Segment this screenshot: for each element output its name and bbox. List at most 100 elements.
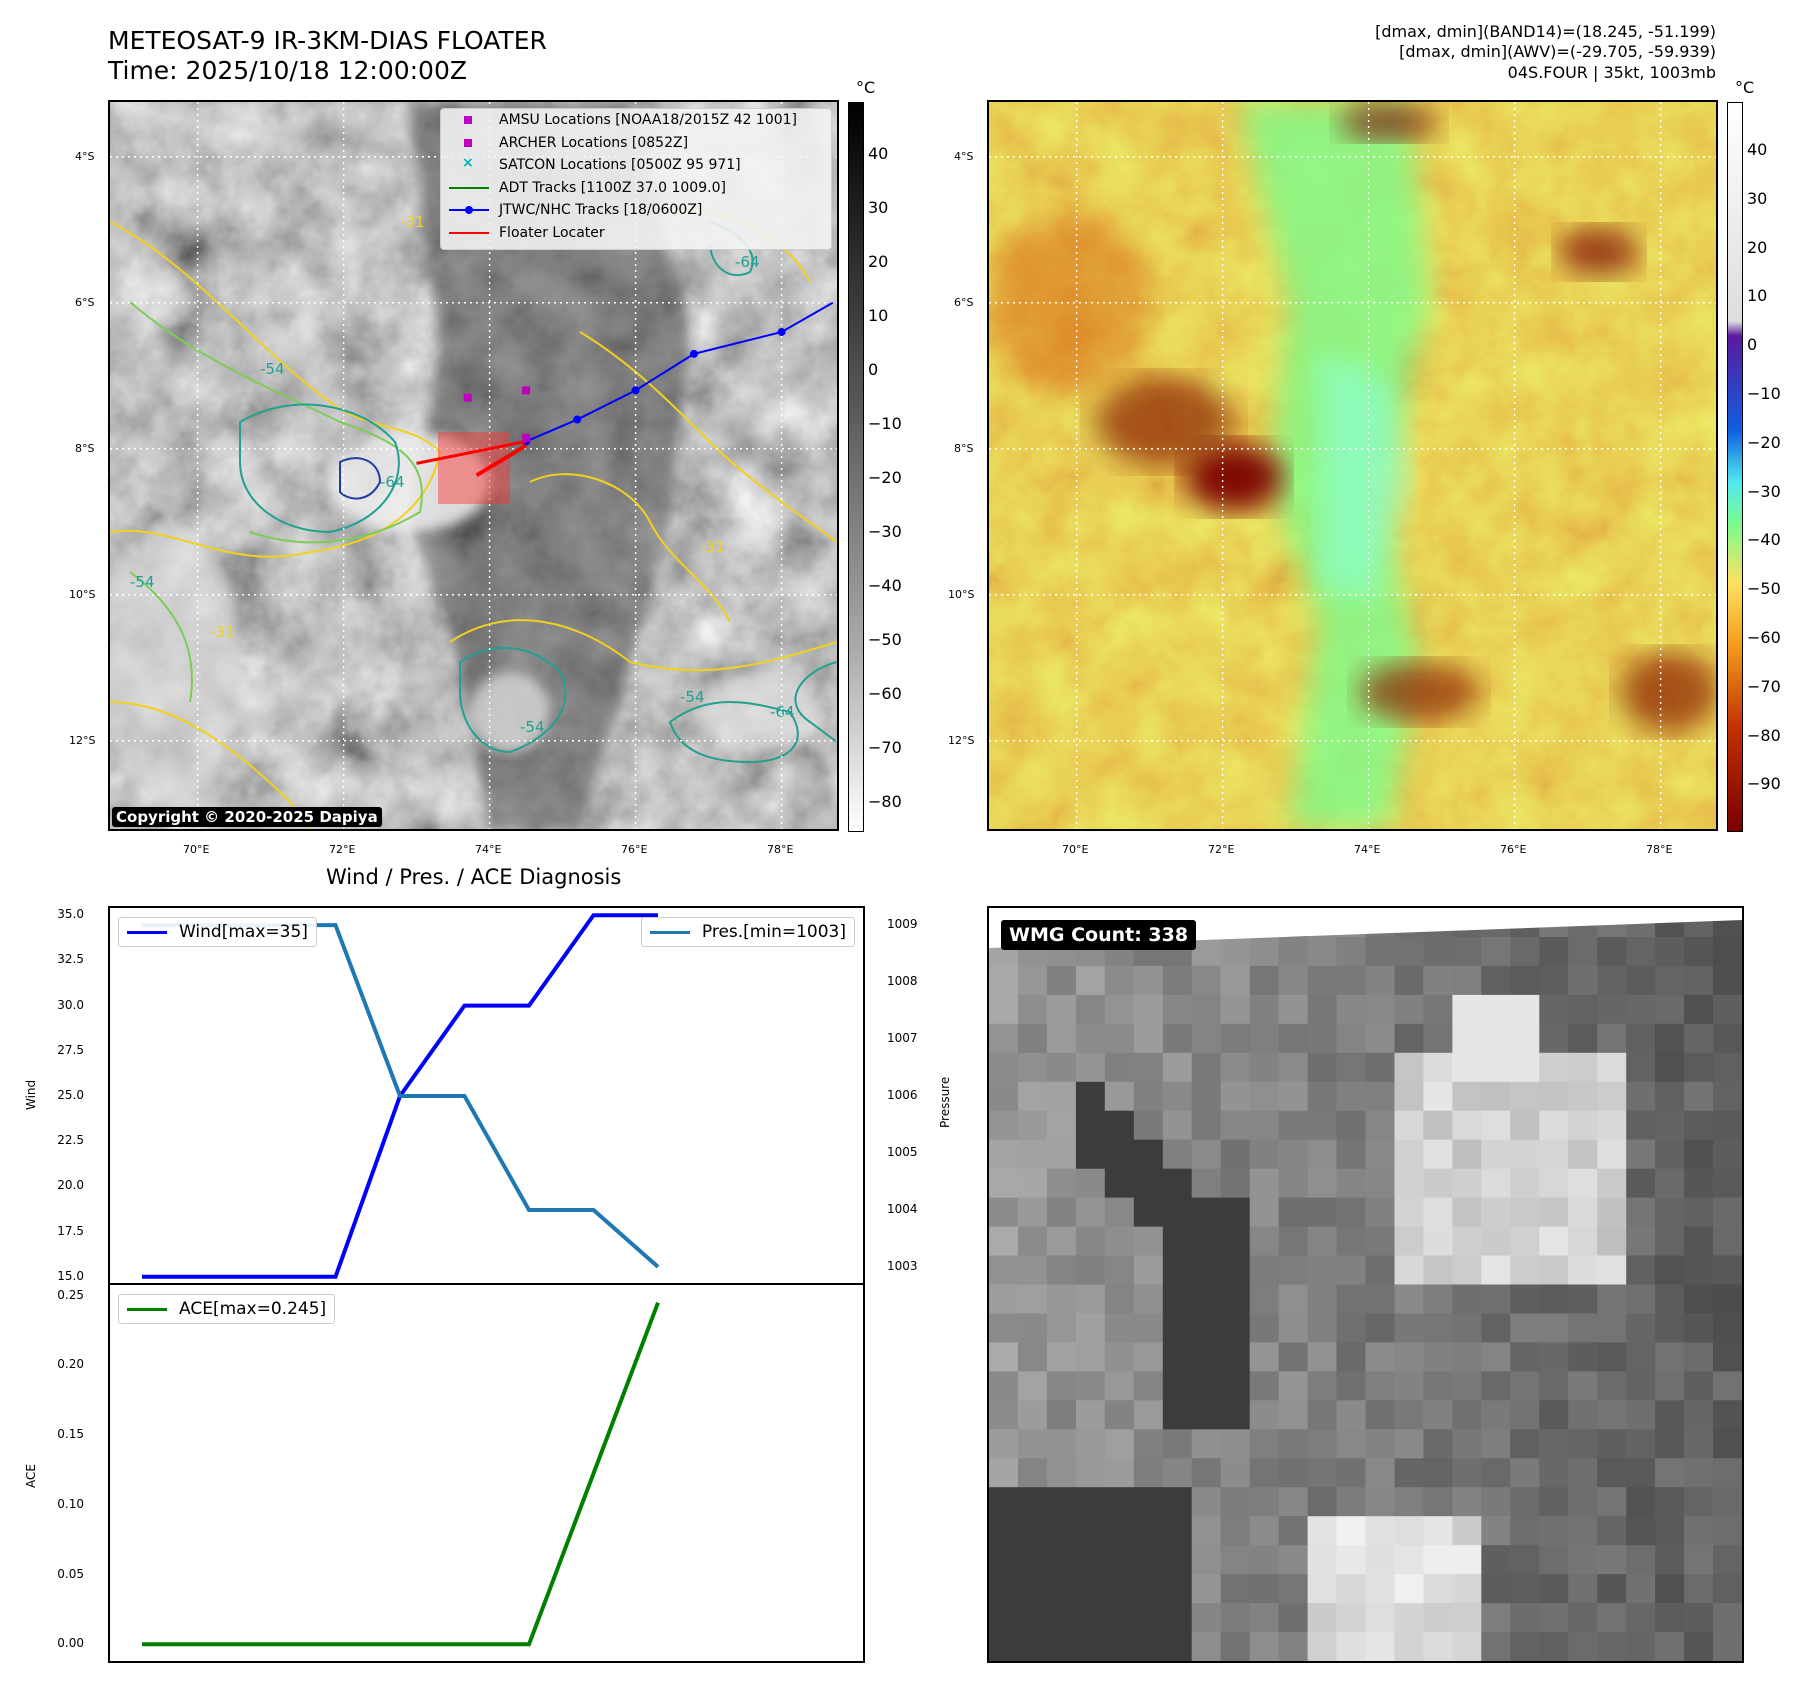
axis-tick-label: 1006: [887, 1088, 918, 1102]
wmg-cell: [1220, 1574, 1251, 1604]
diagnosis-panel[interactable]: Wind[max=35] Pres.[min=1003] ACE[max=0.2…: [108, 906, 865, 1663]
wmg-cell: [1684, 1429, 1714, 1459]
wmg-cell: [1249, 1487, 1280, 1517]
wmg-cell: [1133, 1081, 1164, 1112]
wmg-cell: [1104, 1545, 1135, 1575]
wmg-cell: [1220, 1371, 1251, 1401]
wmg-cell: [1278, 937, 1309, 967]
wmg-cell: [1684, 1574, 1714, 1604]
wmg-image: [989, 908, 1742, 1661]
wmg-cell: [1278, 1284, 1309, 1315]
wmg-cell: [1510, 965, 1540, 996]
wmg-cell: [1162, 1458, 1193, 1488]
wmg-cell: [1597, 1342, 1627, 1372]
wmg-cell: [1336, 1516, 1367, 1546]
wmg-cell: [1249, 994, 1280, 1025]
wmg-cell: [1510, 937, 1540, 967]
wmg-cell: [1075, 1400, 1106, 1430]
copyright-badge: Copyright © 2020-2025 Dapiya: [112, 807, 382, 827]
legend-item-floater: Floater Locater: [441, 222, 831, 245]
wmg-cell: [1481, 1139, 1511, 1170]
wmg-cell: [1481, 937, 1511, 967]
wmg-cell: [1365, 1313, 1396, 1344]
wmg-cell: [1162, 1313, 1193, 1344]
wmg-cell: [1191, 1487, 1222, 1517]
wmg-cell: [1018, 1081, 1048, 1112]
wmg-cell: [989, 1284, 1019, 1315]
wmg-cell: [1394, 1574, 1425, 1604]
wmg-cell: [1423, 1081, 1453, 1112]
lat-label: 12°S: [69, 734, 96, 747]
wmg-cell: [1220, 1226, 1251, 1257]
colorbar-tick: −50: [868, 630, 902, 649]
wmg-cell: [1568, 1139, 1598, 1170]
wmg-panel[interactable]: WMG Count: 338: [987, 906, 1744, 1663]
wmg-cell: [1626, 1400, 1656, 1430]
line-marker-icon: [127, 930, 167, 934]
wmg-cell: [1423, 1603, 1453, 1633]
wind-legend: Wind[max=35]: [118, 917, 317, 947]
wmg-cell: [1249, 1545, 1280, 1575]
wmg-cell: [1452, 1313, 1482, 1344]
wmg-cell: [1191, 994, 1222, 1025]
wmg-cell: [1336, 1487, 1367, 1517]
wmg-cell: [1046, 965, 1077, 996]
wmg-cell: [1365, 1545, 1396, 1575]
wmg-cell: [1626, 1313, 1656, 1344]
wmg-cell: [1307, 1458, 1338, 1488]
wmg-cell: [1336, 1139, 1367, 1170]
wmg-cell: [1684, 1052, 1714, 1083]
wmg-cell: [989, 1516, 1019, 1546]
wmg-cell: [1510, 1603, 1540, 1633]
wmg-cell: [1597, 1487, 1627, 1517]
wmg-cell: [1568, 1574, 1598, 1604]
wmg-cell: [1249, 1023, 1280, 1054]
wmg-cell: [1162, 1603, 1193, 1633]
awv-map-panel[interactable]: [987, 100, 1718, 831]
wmg-cell: [1626, 1545, 1656, 1575]
wmg-cell: [1713, 1574, 1742, 1604]
wmg-cell: [1655, 1197, 1685, 1228]
wmg-cell: [1104, 1400, 1135, 1430]
wmg-cell: [1713, 937, 1742, 967]
wmg-cell: [1018, 1226, 1048, 1257]
wmg-cell: [1713, 1110, 1742, 1141]
colorbar-tick: −60: [1747, 628, 1781, 647]
wmg-cell: [1104, 1139, 1135, 1170]
wmg-cell: [989, 1168, 1019, 1199]
wmg-cell: [1539, 1139, 1569, 1170]
wmg-cell: [1452, 1400, 1482, 1430]
awv-colorbar: [1727, 102, 1743, 832]
wmg-cell: [1365, 1632, 1396, 1661]
wmg-cell: [1046, 1139, 1077, 1170]
wmg-cell: [1394, 1052, 1425, 1083]
wmg-cell: [1510, 1168, 1540, 1199]
wmg-cell: [1481, 994, 1511, 1025]
wmg-cell: [1394, 1458, 1425, 1488]
wmg-cell: [1365, 1487, 1396, 1517]
wmg-cell: [1307, 965, 1338, 996]
wmg-cell: [1307, 1574, 1338, 1604]
wmg-cell: [989, 1487, 1019, 1517]
wmg-cell: [1626, 1516, 1656, 1546]
wmg-cell: [1162, 1487, 1193, 1517]
ir-map-panel[interactable]: -31 -31 -31 -54 -54 -54 -54 -64 -64 -64 …: [108, 100, 839, 831]
wmg-cell: [1191, 1110, 1222, 1141]
wmg-cell: [1075, 1574, 1106, 1604]
wmg-cell: [1452, 1342, 1482, 1372]
wmg-cell: [1423, 1110, 1453, 1141]
wmg-cell: [1423, 1400, 1453, 1430]
wmg-cell: [1104, 1458, 1135, 1488]
ace-legend: ACE[max=0.245]: [118, 1294, 336, 1324]
wmg-cell: [1452, 1255, 1482, 1286]
figure-time: Time: 2025/10/18 12:00:00Z: [108, 56, 467, 85]
wmg-cell: [1336, 1226, 1367, 1257]
wmg-cell: [1133, 1197, 1164, 1228]
wmg-cell: [1394, 1081, 1425, 1112]
wmg-cell: [1336, 1458, 1367, 1488]
wmg-cell: [1018, 1313, 1048, 1344]
axis-tick-label: 1005: [887, 1144, 918, 1159]
wmg-cell: [1249, 1458, 1280, 1488]
wmg-cell: [1046, 1284, 1077, 1315]
wmg-cell: [1684, 1545, 1714, 1575]
